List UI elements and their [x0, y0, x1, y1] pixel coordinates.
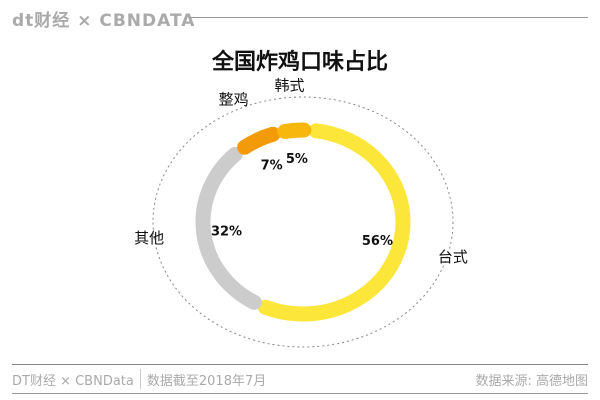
footer-date: 数据截至2018年7月	[146, 373, 267, 389]
data-label: 7%	[261, 158, 283, 173]
footer-source: 数据来源: 高德地图	[475, 373, 588, 389]
slice-其他	[195, 146, 262, 310]
brand-logo: dt财经 × CBNDATA	[12, 11, 196, 31]
dotted-outline	[152, 96, 454, 348]
category-label: 其他	[134, 229, 164, 247]
slice-整鸡	[237, 126, 281, 155]
footer: DT财经 × CBNData 数据截至2018年7月 数据来源: 高德地图	[12, 364, 588, 394]
footer-brand: DT财经 × CBNData	[12, 373, 134, 389]
category-label: 台式	[438, 248, 468, 266]
slice-韩式	[277, 122, 312, 140]
divider	[139, 369, 141, 389]
divider	[190, 17, 588, 18]
category-label: 整鸡	[219, 91, 249, 109]
category-label: 韩式	[274, 77, 304, 95]
chart-title: 全国炸鸡口味占比	[211, 50, 388, 75]
data-label: 5%	[286, 152, 308, 167]
slice-台式	[257, 123, 411, 322]
data-label: 32%	[211, 224, 242, 239]
data-label: 56%	[362, 234, 393, 249]
